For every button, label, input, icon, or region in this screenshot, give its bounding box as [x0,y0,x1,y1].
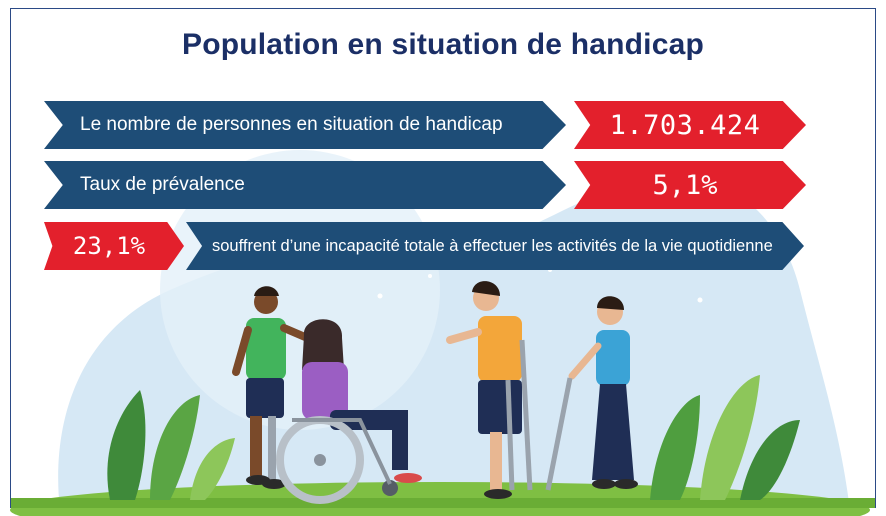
stat-value-population-count: 1.703.424 [574,101,806,149]
leaf-right-3 [740,420,800,500]
person-prosthetic-leg [232,286,316,489]
stat-value-text: 23,1% [72,232,146,260]
leaf-left-3 [190,438,235,500]
leaf-right-1 [650,395,700,500]
stat-label-population-count: Le nombre de personnes en situation de h… [44,101,566,149]
person-cane [545,296,638,491]
stat-value-text: 5,1% [652,169,718,201]
leaf-left-2 [150,395,200,500]
sparkle-dot [428,274,432,278]
ground-base [11,498,875,508]
leaf-left-1 [107,390,146,500]
stat-value-text: 1.703.424 [609,109,761,141]
sun-circle [160,150,440,430]
sparkle-dot [377,293,383,299]
stat-value-total-incapacity: 23,1% [44,222,184,270]
stat-label-text: Le nombre de personnes en situation de h… [80,114,503,135]
stat-label-text: souffrent d’une incapacité totale à effe… [212,236,773,255]
leaf-right-2 [700,375,760,500]
person-wheelchair [276,319,422,504]
sparkle-dot [697,297,703,303]
stat-value-prevalence-rate: 5,1% [574,161,806,209]
page-title: Population en situation de handicap [181,28,705,61]
stat-label-total-incapacity: souffrent d’une incapacité totale à effe… [186,222,804,270]
stat-label-text: Taux de prévalence [80,174,245,195]
person-crutches [446,281,533,499]
stat-label-prevalence-rate: Taux de prévalence [44,161,566,209]
